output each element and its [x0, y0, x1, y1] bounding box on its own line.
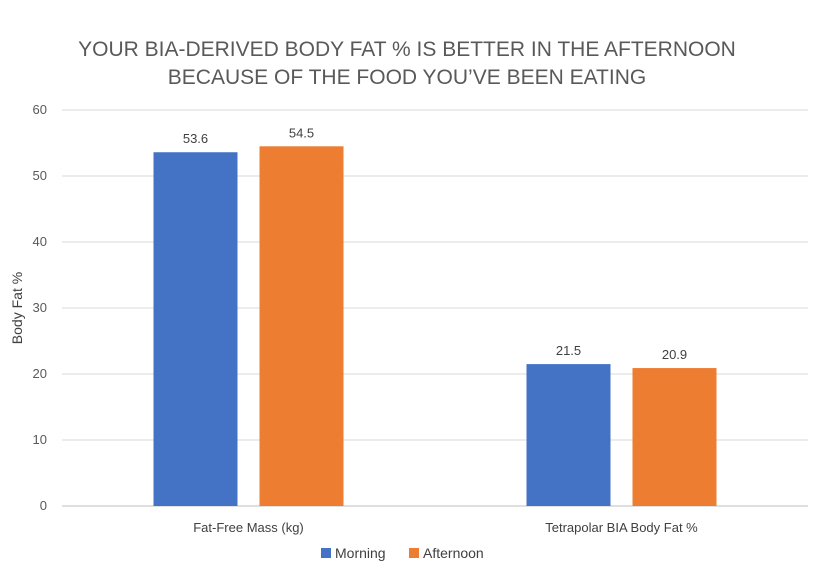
- y-tick-label: 20: [33, 366, 47, 381]
- legend-swatch-morning: [321, 548, 331, 558]
- y-tick-label: 10: [33, 432, 47, 447]
- x-category-label: Fat-Free Mass (kg): [193, 520, 304, 535]
- data-label: 20.9: [662, 347, 687, 362]
- legend-label: Morning: [335, 545, 386, 561]
- y-tick-label: 60: [33, 102, 47, 117]
- data-label: 21.5: [556, 343, 581, 358]
- data-label: 54.5: [289, 125, 314, 140]
- legend-swatch-afternoon: [409, 548, 419, 558]
- x-category-label: Tetrapolar BIA Body Fat %: [545, 520, 698, 535]
- y-tick-label: 30: [33, 300, 47, 315]
- y-axis-label: Body Fat %: [9, 272, 25, 344]
- y-tick-label: 0: [40, 498, 47, 513]
- legend-label: Afternoon: [423, 545, 484, 561]
- chart-title-line-1: YOUR BIA-DERIVED BODY FAT % IS BETTER IN…: [78, 38, 736, 61]
- data-label: 53.6: [183, 131, 208, 146]
- bar-morning-1: [526, 364, 611, 506]
- bar-afternoon-1: [632, 368, 717, 506]
- chart-title-line-2: BECAUSE OF THE FOOD YOU’VE BEEN EATING: [168, 66, 646, 89]
- legend: Morning Afternoon: [321, 545, 484, 561]
- y-tick-label: 40: [33, 234, 47, 249]
- bar-morning-0: [153, 152, 238, 507]
- y-tick-label: 50: [33, 168, 47, 183]
- bar-afternoon-0: [259, 146, 344, 507]
